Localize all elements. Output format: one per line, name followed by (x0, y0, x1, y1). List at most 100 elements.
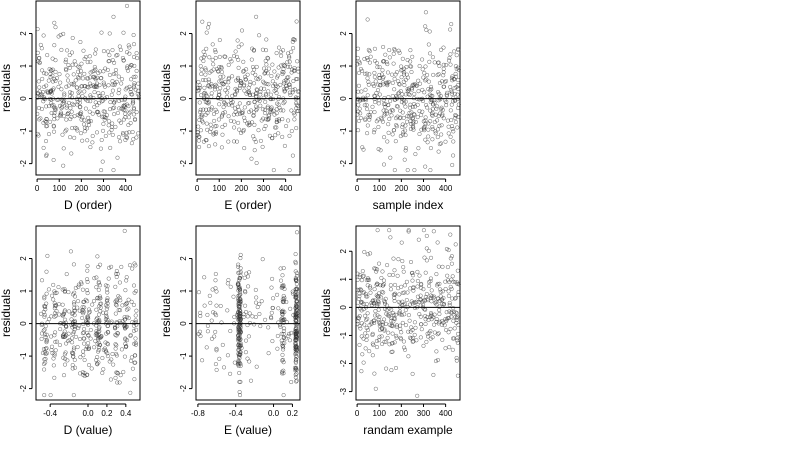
data-point (286, 333, 291, 338)
data-point (433, 112, 438, 117)
data-point (85, 288, 90, 293)
data-point (229, 59, 234, 64)
y-axis-label: residuals (159, 289, 173, 337)
data-point (131, 105, 136, 110)
data-point (293, 342, 298, 347)
data-point (408, 335, 413, 340)
data-point (455, 268, 460, 273)
data-point (421, 125, 426, 130)
y-tick-label: -2 (339, 160, 348, 168)
data-point (450, 347, 455, 352)
data-point (263, 123, 268, 129)
data-point (221, 82, 226, 87)
data-point (211, 132, 216, 137)
data-point (359, 369, 364, 374)
data-point (236, 300, 241, 305)
data-point (243, 350, 248, 355)
data-point (79, 309, 85, 314)
data-point (421, 343, 426, 348)
data-point (49, 88, 54, 93)
data-point (420, 57, 425, 62)
data-point (226, 77, 231, 82)
data-point (282, 89, 287, 94)
data-point (241, 59, 246, 64)
data-point (75, 345, 80, 350)
data-point (107, 130, 112, 135)
data-point (357, 61, 362, 66)
data-point (242, 105, 247, 110)
data-point (435, 127, 440, 132)
data-point (42, 314, 47, 319)
data-point (290, 39, 295, 44)
data-point (75, 100, 80, 105)
data-point (195, 130, 200, 135)
data-point (238, 330, 243, 335)
data-point (274, 117, 279, 122)
data-point (402, 290, 407, 295)
data-point (77, 336, 83, 342)
data-point (197, 144, 202, 150)
data-point (447, 309, 452, 314)
data-point (55, 116, 60, 121)
data-point (365, 294, 370, 299)
data-point (44, 124, 49, 129)
data-point (93, 83, 98, 88)
data-point (287, 59, 292, 64)
data-point (88, 99, 93, 104)
y-axis-label: residuals (0, 64, 13, 112)
data-point (118, 373, 123, 378)
data-point (293, 359, 298, 364)
x-tick-label: -0.8 (191, 409, 205, 418)
data-point (456, 78, 461, 83)
data-point (275, 73, 280, 78)
data-point (391, 319, 396, 324)
data-point (406, 88, 411, 93)
data-point (392, 282, 398, 287)
data-point (362, 71, 368, 76)
data-point (239, 28, 245, 33)
data-point (434, 317, 439, 322)
data-point (420, 87, 425, 92)
data-point (118, 120, 124, 125)
data-point (456, 102, 461, 107)
data-point (294, 126, 299, 131)
data-point (124, 134, 129, 139)
data-point (75, 69, 81, 74)
data-point (61, 311, 66, 316)
data-point (393, 139, 398, 144)
data-point (95, 254, 100, 259)
data-point (430, 113, 435, 118)
data-point (365, 316, 370, 321)
data-point (204, 30, 209, 35)
data-point (42, 294, 47, 299)
data-point (377, 75, 382, 81)
data-point (44, 301, 49, 306)
data-point (368, 284, 373, 289)
data-point (381, 102, 387, 107)
x-tick-label: -0.4 (229, 409, 243, 418)
data-point (436, 60, 441, 65)
data-point (259, 299, 264, 304)
data-point (412, 83, 417, 88)
data-point (70, 340, 75, 345)
data-point (63, 57, 68, 62)
data-point (223, 54, 228, 59)
data-point (85, 277, 90, 282)
data-point (363, 346, 368, 351)
data-point (281, 81, 287, 86)
data-point (117, 380, 122, 385)
data-point (236, 282, 241, 287)
data-point (211, 310, 216, 315)
data-point (281, 266, 286, 271)
data-point (53, 313, 58, 318)
data-point (237, 331, 242, 336)
data-point (392, 97, 397, 102)
data-point (42, 296, 47, 301)
data-point (71, 72, 76, 77)
data-point (262, 71, 267, 76)
data-point (403, 301, 408, 307)
data-point (385, 62, 390, 67)
data-point (367, 349, 372, 354)
data-point (266, 351, 271, 356)
